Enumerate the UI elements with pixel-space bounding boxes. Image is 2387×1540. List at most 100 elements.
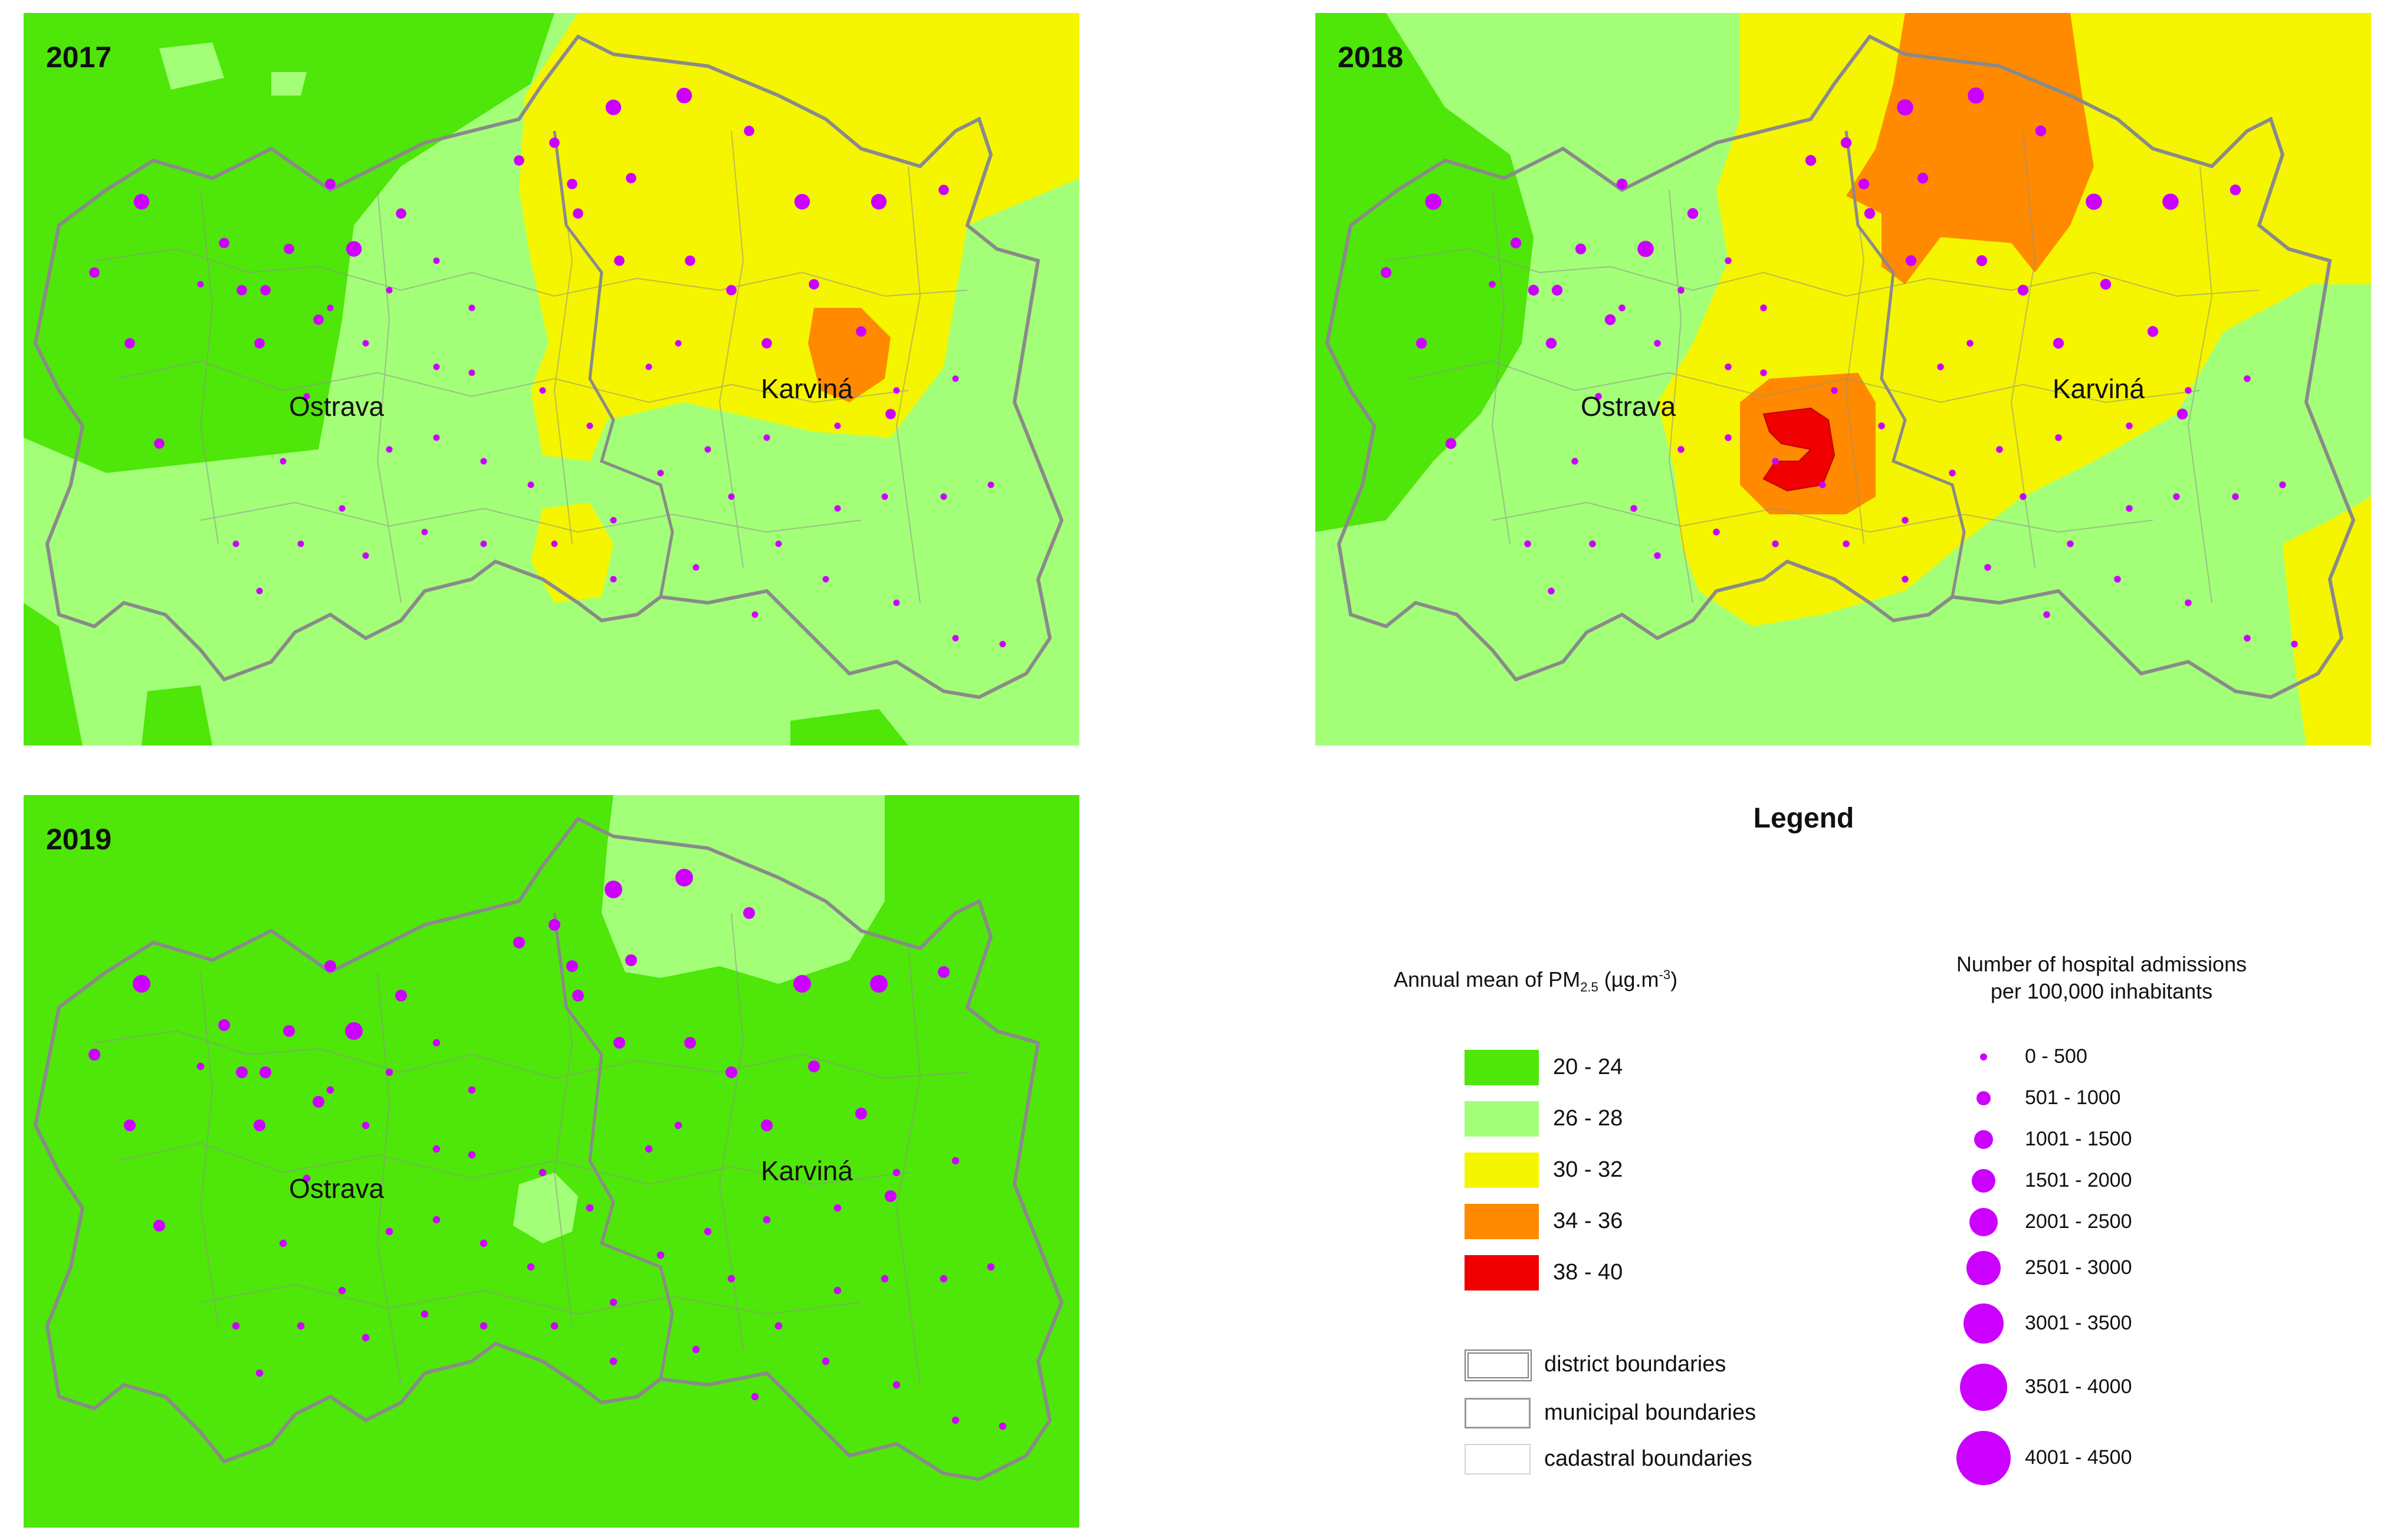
admission-point bbox=[938, 185, 949, 195]
pm-zone-30-32-b bbox=[2283, 497, 2371, 746]
admission-point bbox=[1968, 87, 1984, 104]
admission-point bbox=[2185, 599, 2192, 606]
admission-point bbox=[676, 87, 692, 104]
admission-point bbox=[692, 564, 700, 571]
admission-point bbox=[763, 1216, 771, 1224]
admission-class-label: 1501 - 2000 bbox=[2025, 1169, 2132, 1191]
admission-point bbox=[1725, 434, 1732, 441]
admission-point bbox=[1618, 304, 1626, 311]
admission-point bbox=[605, 99, 622, 116]
admission-points-2017 bbox=[89, 87, 1006, 648]
admission-point bbox=[656, 1251, 665, 1259]
admission-point bbox=[324, 960, 336, 972]
admission-point bbox=[704, 446, 711, 453]
admission-point bbox=[421, 1310, 429, 1318]
admission-point bbox=[395, 990, 407, 1002]
pm-zone-26-28-b bbox=[513, 1173, 578, 1243]
admission-point bbox=[675, 869, 693, 886]
admission-point bbox=[1551, 284, 1563, 296]
admission-point bbox=[940, 1275, 948, 1283]
admission-point bbox=[684, 1037, 696, 1049]
pm-swatch bbox=[1465, 1101, 1539, 1137]
admission-point bbox=[1949, 469, 1956, 477]
admission-point bbox=[232, 1322, 240, 1330]
admission-point bbox=[303, 393, 310, 400]
admission-class-label: 1001 - 1500 bbox=[2025, 1128, 2132, 1150]
admission-point bbox=[2055, 434, 2062, 441]
district-divider bbox=[553, 130, 674, 597]
admission-point bbox=[2147, 326, 2159, 337]
admission-point bbox=[527, 1263, 535, 1271]
district-boundary bbox=[33, 816, 1064, 1482]
pm-zone-26-28-b bbox=[271, 72, 307, 96]
map-2019: 2019 Ostrava Karviná bbox=[24, 795, 1079, 1528]
admission-point bbox=[2017, 284, 2029, 296]
admission-point bbox=[283, 1025, 295, 1037]
year-label: 2017 bbox=[46, 41, 112, 74]
admission-point bbox=[999, 641, 1006, 648]
admission-point bbox=[260, 1066, 271, 1078]
admission-point bbox=[480, 540, 487, 547]
city-label-karvina: Karviná bbox=[761, 373, 853, 404]
admission-point bbox=[751, 1393, 759, 1401]
admission-point bbox=[280, 458, 287, 465]
pm-class-label: 34 - 36 bbox=[1553, 1209, 1623, 1233]
admission-point bbox=[822, 1357, 830, 1365]
admission-point bbox=[1524, 540, 1531, 547]
admission-point bbox=[657, 469, 664, 477]
admission-point bbox=[432, 1216, 441, 1224]
admission-point bbox=[1996, 446, 2003, 453]
admission-point bbox=[1937, 363, 1944, 370]
admission-point bbox=[2126, 505, 2133, 512]
admission-point bbox=[885, 409, 896, 419]
pm-zone-26-28-a bbox=[159, 42, 224, 90]
admission-point bbox=[433, 363, 440, 370]
admission-point bbox=[468, 1086, 476, 1094]
admission-point bbox=[794, 193, 810, 210]
admission-point bbox=[2244, 635, 2251, 642]
admission-dot-symbol bbox=[1972, 1169, 1995, 1193]
admission-points-2018 bbox=[1380, 87, 2298, 648]
admission-point bbox=[744, 126, 754, 136]
admission-point bbox=[468, 1151, 476, 1159]
admission-point bbox=[614, 255, 625, 266]
pm-zone-30-32-b bbox=[531, 503, 613, 603]
admission-point bbox=[303, 1174, 311, 1183]
admission-point bbox=[254, 338, 265, 349]
admission-point bbox=[940, 493, 947, 500]
admission-point bbox=[692, 1345, 700, 1354]
admission-point bbox=[2176, 408, 2188, 420]
admission-point bbox=[1772, 458, 1779, 465]
pm-class-label: 20 - 24 bbox=[1553, 1055, 1623, 1079]
admission-point bbox=[1713, 528, 1720, 536]
admission-point bbox=[1878, 422, 1885, 429]
admission-point bbox=[870, 975, 888, 993]
admission-point bbox=[726, 285, 737, 295]
admission-point bbox=[1489, 281, 1496, 288]
admission-point bbox=[704, 1227, 712, 1236]
admission-point bbox=[893, 387, 900, 394]
admission-point bbox=[1858, 178, 1870, 190]
admission-point bbox=[1630, 505, 1637, 512]
pm-zone-38-40 bbox=[1762, 407, 1836, 492]
admission-point bbox=[609, 1298, 618, 1306]
admission-point bbox=[219, 238, 229, 248]
admission-point bbox=[338, 1286, 346, 1295]
admission-point bbox=[2244, 375, 2251, 382]
admission-point bbox=[1687, 208, 1699, 219]
admission-point bbox=[124, 1119, 136, 1131]
admission-point bbox=[133, 193, 150, 210]
pm25-surface bbox=[24, 13, 1079, 746]
admission-point bbox=[133, 975, 150, 993]
admission-point bbox=[2126, 422, 2133, 429]
admission-point bbox=[432, 1145, 441, 1153]
admission-point bbox=[254, 1119, 265, 1131]
admission-point bbox=[237, 285, 247, 295]
admission-point bbox=[1654, 552, 1661, 559]
admission-point bbox=[2043, 611, 2050, 618]
admission-point bbox=[938, 966, 950, 978]
admission-point bbox=[881, 1275, 889, 1283]
admission-point bbox=[613, 1037, 625, 1049]
admission-point bbox=[774, 1322, 783, 1330]
admission-point bbox=[1772, 540, 1779, 547]
